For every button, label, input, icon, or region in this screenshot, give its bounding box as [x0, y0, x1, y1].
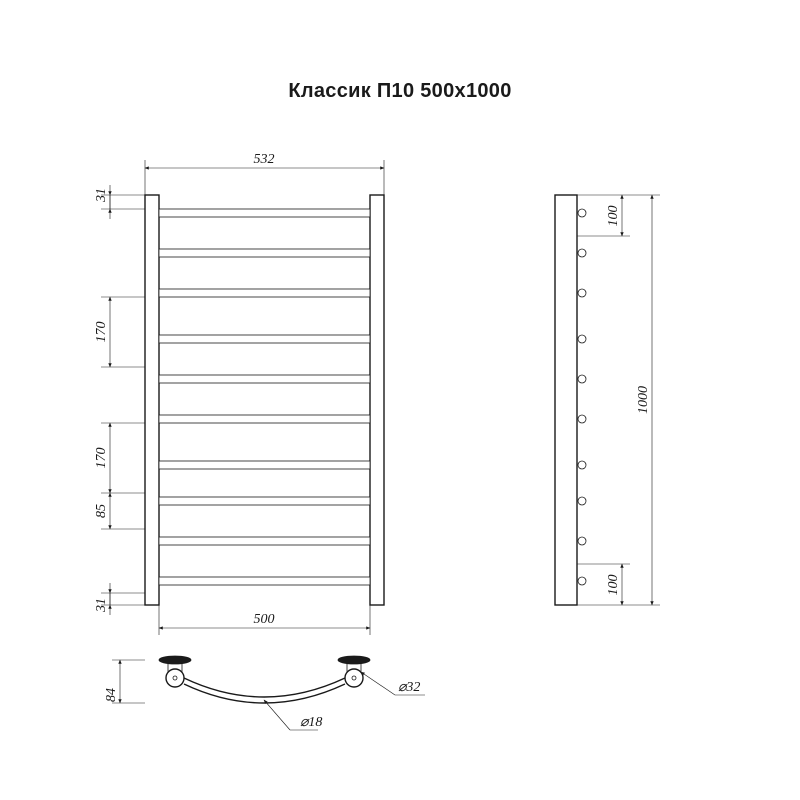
dim-label: 100	[606, 206, 621, 227]
dim-label: 31	[94, 188, 109, 203]
right-post	[370, 195, 384, 605]
technical-drawing: 532 31 170 170 85	[0, 0, 800, 800]
dim-top-532: 532	[145, 152, 384, 195]
profile-stubs	[577, 209, 586, 585]
dim-label: 500	[254, 612, 275, 627]
dim-label: 170	[94, 448, 109, 469]
dim-left-stack: 31 170 170 85 31	[94, 185, 145, 615]
dim-label: ⌀18	[300, 715, 322, 730]
rungs	[159, 209, 370, 585]
dim-label: 84	[104, 688, 119, 702]
end-tube-left	[166, 669, 184, 687]
dim-phi18: ⌀18	[264, 700, 322, 730]
profile-view: 100 1000 100	[555, 195, 660, 605]
front-view: 532 31 170 170 85	[94, 152, 384, 635]
dim-phi32: ⌀32	[361, 672, 425, 695]
dim-label: 532	[254, 152, 275, 167]
dim-bottom-500: 500	[159, 605, 370, 635]
dim-label: 170	[94, 322, 109, 343]
dim-label: 31	[94, 598, 109, 613]
mount-cap-left	[159, 656, 191, 664]
dim-depth-84: 84	[104, 660, 145, 703]
profile-body	[555, 195, 577, 605]
dim-label: 1000	[636, 386, 651, 414]
left-post	[145, 195, 159, 605]
dim-label: ⌀32	[398, 680, 420, 695]
dim-label: 85	[94, 504, 109, 518]
mount-cap-right	[338, 656, 370, 664]
curve-view: 84 ⌀18 ⌀32	[104, 656, 425, 730]
dim-profile: 100 1000 100	[577, 195, 660, 605]
dim-label: 100	[606, 575, 621, 596]
end-tube-right	[345, 669, 363, 687]
